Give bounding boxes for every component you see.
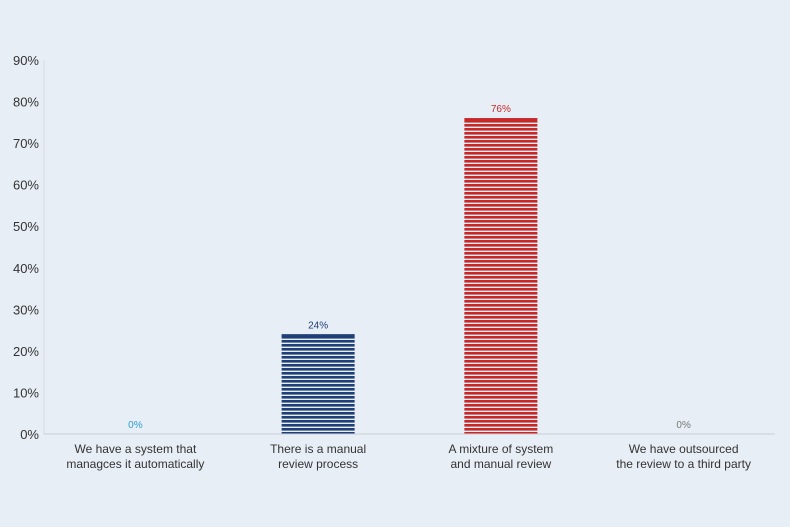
y-tick-label: 0% [20,427,39,442]
y-tick-label: 70% [13,136,39,151]
category-label: the review to a third party [616,457,751,471]
y-axis: 0% 10% 20% 30% 40% 50% 60% 70% 80% 90% [13,53,45,442]
category-label: A mixture of system [449,442,554,456]
category-label: We have a system that [74,442,197,456]
bar [464,118,538,434]
y-tick-label: 30% [13,302,39,317]
bar-top-edge [281,334,355,337]
category-label: managces it automatically [66,457,204,471]
y-tick-label: 60% [13,178,39,193]
data-label: 76% [491,104,511,115]
y-tick-label: 50% [13,219,39,234]
bar-top-edge [464,118,538,121]
y-tick-label: 10% [13,385,39,400]
bar [281,334,355,434]
data-label: 0% [128,420,143,431]
y-tick-label: 80% [13,95,39,110]
y-tick-label: 20% [13,344,39,359]
category-label: There is a manual [270,442,366,456]
y-tick-label: 40% [13,261,39,276]
category-label: We have outsourced [629,442,739,456]
bar-series: 0% 24% 76% 0% [128,104,691,434]
data-label: 24% [308,320,328,331]
category-label: and manual review [451,457,552,471]
data-label: 0% [676,420,691,431]
y-tick-label: 90% [13,53,39,68]
category-label: review process [278,457,358,471]
